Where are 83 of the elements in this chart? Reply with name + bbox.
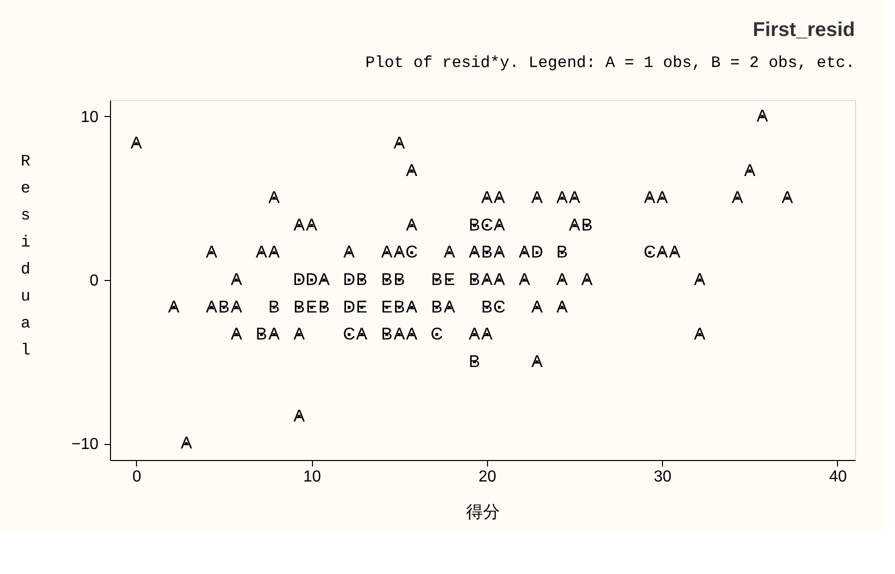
data-label: D [530, 242, 544, 262]
data-label: D [305, 270, 318, 289]
data-label: B [218, 297, 230, 316]
data-label: B [468, 270, 480, 289]
data-label: A [394, 324, 406, 344]
data-label: A [756, 106, 769, 126]
data-label: B [468, 352, 480, 371]
data-label: A [230, 297, 243, 316]
data-label: B [394, 297, 405, 316]
data-label: A [406, 324, 418, 344]
data-label: A [518, 270, 531, 289]
y-axis-title: Residual [20, 152, 31, 360]
data-label: A [481, 324, 494, 344]
data-label: B [268, 297, 280, 316]
data-label: A [406, 297, 418, 316]
data-label: D [293, 270, 306, 289]
data-label: A [531, 188, 544, 208]
chart-subtitle: Plot of resid*y. Legend: A = 1 obs, B = 2 obs, etc. [365, 54, 855, 72]
x-axis-title: 得分 [466, 502, 500, 522]
x-tick-label: 0 [132, 468, 142, 486]
data-label: A [318, 270, 330, 289]
data-label: A [468, 324, 481, 344]
data-label: A [744, 160, 756, 180]
data-label: A [468, 242, 481, 262]
data-label: B [481, 297, 493, 316]
data-label: A [230, 324, 243, 344]
data-label: A [444, 297, 456, 316]
data-label: C [493, 297, 506, 316]
data-label: B [293, 297, 305, 316]
data-label: A [206, 297, 218, 316]
data-label: A [494, 216, 506, 235]
data-label: C [480, 216, 494, 235]
x-tick-label: 40 [829, 468, 847, 486]
data-label: A [293, 216, 306, 235]
data-label: A [268, 324, 280, 344]
data-label: C [644, 242, 656, 262]
y-tick-label: 0 [90, 272, 99, 290]
y-tick-label: 10 [80, 108, 99, 126]
data-label: A [694, 324, 706, 344]
data-label: A [568, 188, 581, 208]
data-label: A [694, 270, 706, 289]
data-label: D [342, 297, 356, 316]
data-label: A [293, 406, 306, 426]
data-label: A [406, 216, 418, 235]
data-label: A [293, 324, 306, 344]
data-label: A [168, 297, 180, 316]
data-label: D [342, 270, 356, 289]
data-label: B [468, 216, 480, 235]
data-label: A [581, 270, 594, 289]
data-label: A [406, 160, 418, 180]
data-label: A [494, 270, 506, 289]
data-label: B [356, 270, 368, 289]
data-label: C [342, 324, 356, 344]
data-label: A [180, 434, 193, 453]
data-label: A [556, 270, 568, 289]
data-label: A [306, 216, 318, 235]
data-label: C [406, 242, 418, 262]
data-label: B [431, 270, 442, 289]
data-label: B [381, 324, 392, 344]
data-label: A [531, 297, 544, 316]
data-label: A [230, 270, 243, 289]
x-tick-label: 30 [654, 468, 672, 486]
x-tick-label: 20 [478, 468, 496, 486]
y-tick-label: −10 [71, 436, 99, 454]
data-label: E [444, 270, 456, 289]
data-label: B [481, 242, 493, 262]
data-label: A [531, 352, 544, 371]
data-label: B [581, 216, 593, 235]
data-label: B [556, 242, 568, 262]
data-label: A [256, 242, 268, 262]
data-label: B [318, 297, 330, 316]
x-tick-label: 10 [303, 468, 322, 486]
data-label: A [481, 270, 494, 289]
data-label: B [381, 270, 392, 289]
data-label: A [568, 216, 581, 235]
chart-title: First_resid [752, 19, 855, 41]
data-label: A [356, 324, 368, 344]
data-label: B [256, 324, 268, 344]
data-label: B [431, 297, 442, 316]
data-label: B [394, 270, 405, 289]
data-label: C [430, 324, 443, 344]
data-label: A [206, 242, 218, 262]
data-label: A [556, 297, 568, 316]
